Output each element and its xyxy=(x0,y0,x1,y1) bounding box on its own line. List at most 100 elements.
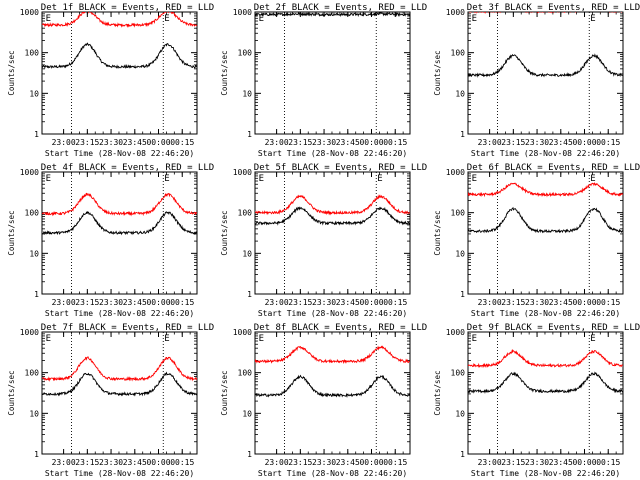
panel-det-4f: Det 4f BLACK = Events, RED = LLD Counts/s… xyxy=(7,163,214,318)
series-lld-line xyxy=(42,192,197,217)
y-tick-label: 1000 xyxy=(20,168,39,177)
x-axis-label: Start Time (28-Nov-08 22:46:20) xyxy=(258,149,407,158)
panel-det-8f: Det 8f BLACK = Events, RED = LLD Counts/s… xyxy=(220,323,427,478)
y-tick-label: 10 xyxy=(455,409,465,418)
y-tick-label: 1000 xyxy=(233,168,252,177)
panel-det-6f: Det 6f BLACK = Events, RED = LLD Counts/s… xyxy=(433,163,640,318)
panel-det-2f: Det 2f BLACK = Events, RED = LLD Counts/s… xyxy=(220,3,427,158)
x-tick-label: 00:15 xyxy=(596,298,620,307)
x-tick-label: 23:45 xyxy=(336,138,360,147)
y-tick-label: 1000 xyxy=(446,8,465,17)
y-tick-label: 100 xyxy=(25,209,40,218)
x-axis-label: Start Time (28-Nov-08 22:46:20) xyxy=(471,469,620,478)
x-tick-label: 23:30 xyxy=(99,458,123,467)
series-lld-line xyxy=(42,356,197,382)
x-axis-label: Start Time (28-Nov-08 22:46:20) xyxy=(45,309,194,318)
y-tick-label: 10 xyxy=(455,89,465,98)
x-tick-label: 23:00 xyxy=(478,138,502,147)
panel-title: Det 6f BLACK = Events, RED = LLD xyxy=(467,163,640,173)
plot-frame xyxy=(254,11,411,135)
panel-det-9f: Det 9f BLACK = Events, RED = LLD Counts/s… xyxy=(433,323,640,478)
panel-det-7f: Det 7f BLACK = Events, RED = LLD Counts/s… xyxy=(7,323,214,478)
eclipse-marker: E xyxy=(590,334,595,344)
series-lld-line xyxy=(468,182,623,198)
y-tick-label: 10 xyxy=(29,89,39,98)
x-tick-label: 23:00 xyxy=(265,138,289,147)
x-tick-label: 23:30 xyxy=(525,138,549,147)
eclipse-marker: E xyxy=(472,174,477,184)
x-tick-label: 00:15 xyxy=(596,138,620,147)
plot-frame xyxy=(41,11,198,135)
series-events-line xyxy=(468,206,623,234)
x-tick-label: 23:45 xyxy=(123,458,147,467)
plot-frame xyxy=(467,331,624,455)
y-axis-label: Counts/sec xyxy=(7,50,16,95)
panel-title: Det 3f BLACK = Events, RED = LLD xyxy=(467,3,640,13)
x-tick-label: 00:15 xyxy=(383,138,407,147)
x-tick-label: 23:00 xyxy=(265,458,289,467)
eclipse-marker: E xyxy=(164,334,169,344)
x-tick-label: 23:00 xyxy=(52,138,76,147)
y-axis-label: Counts/sec xyxy=(433,50,442,95)
x-tick-label: 23:30 xyxy=(99,138,123,147)
eclipse-marker: E xyxy=(259,174,264,184)
x-tick-label: 23:45 xyxy=(549,298,573,307)
panel-title: Det 9f BLACK = Events, RED = LLD xyxy=(467,323,640,333)
plot-frame xyxy=(254,171,411,295)
series-lld-line xyxy=(255,194,410,216)
x-axis-label: Start Time (28-Nov-08 22:46:20) xyxy=(471,149,620,158)
x-tick-label: 00:00 xyxy=(572,458,596,467)
series-events-line xyxy=(255,206,410,226)
x-axis-label: Start Time (28-Nov-08 22:46:20) xyxy=(45,469,194,478)
x-tick-label: 23:30 xyxy=(99,298,123,307)
x-tick-label: 00:00 xyxy=(359,298,383,307)
y-tick-label: 100 xyxy=(451,49,466,58)
y-tick-label: 1000 xyxy=(20,8,39,17)
eclipse-marker: E xyxy=(472,14,477,24)
series-events-line xyxy=(42,371,197,397)
x-tick-label: 23:30 xyxy=(312,138,336,147)
x-tick-label: 23:15 xyxy=(501,298,525,307)
eclipse-marker: E xyxy=(164,14,169,24)
x-tick-label: 23:45 xyxy=(549,138,573,147)
series-events-line xyxy=(468,371,623,394)
eclipse-marker: E xyxy=(46,334,51,344)
y-tick-label: 1 xyxy=(34,290,39,299)
y-tick-label: 100 xyxy=(451,209,466,218)
y-axis-label: Counts/sec xyxy=(433,210,442,255)
eclipse-marker: E xyxy=(46,174,51,184)
x-tick-label: 00:15 xyxy=(170,298,194,307)
x-tick-label: 23:00 xyxy=(478,298,502,307)
eclipse-marker: E xyxy=(259,334,264,344)
panel-det-3f: Det 3f BLACK = Events, RED = LLD Counts/s… xyxy=(433,3,640,158)
series-group xyxy=(255,194,410,226)
x-tick-label: 00:15 xyxy=(596,458,620,467)
series-group xyxy=(468,182,623,234)
panel-title: Det 1f BLACK = Events, RED = LLD xyxy=(41,3,214,13)
panel-title: Det 8f BLACK = Events, RED = LLD xyxy=(254,323,427,333)
y-tick-label: 10 xyxy=(242,249,252,258)
eclipse-marker: E xyxy=(590,174,595,184)
y-tick-label: 100 xyxy=(238,49,253,58)
panel-title: Det 5f BLACK = Events, RED = LLD xyxy=(254,163,427,173)
series-events-line xyxy=(42,210,197,236)
eclipse-marker: E xyxy=(164,174,169,184)
y-axis-label: Counts/sec xyxy=(7,370,16,415)
y-tick-label: 1 xyxy=(247,450,252,459)
x-tick-label: 23:15 xyxy=(288,458,312,467)
panel-det-1f: Det 1f BLACK = Events, RED = LLD Counts/s… xyxy=(7,3,214,158)
y-tick-label: 10 xyxy=(29,409,39,418)
series-group xyxy=(42,12,197,70)
x-tick-label: 23:15 xyxy=(75,458,99,467)
y-tick-label: 1 xyxy=(34,450,39,459)
x-tick-label: 00:00 xyxy=(572,138,596,147)
x-axis-label: Start Time (28-Nov-08 22:46:20) xyxy=(258,469,407,478)
x-tick-label: 00:00 xyxy=(359,458,383,467)
panel-title: Det 4f BLACK = Events, RED = LLD xyxy=(41,163,214,173)
y-tick-label: 10 xyxy=(455,249,465,258)
y-tick-label: 10 xyxy=(242,409,252,418)
eclipse-marker: E xyxy=(377,174,382,184)
plot-frame xyxy=(467,171,624,295)
y-tick-label: 100 xyxy=(25,49,40,58)
y-tick-label: 100 xyxy=(451,369,466,378)
